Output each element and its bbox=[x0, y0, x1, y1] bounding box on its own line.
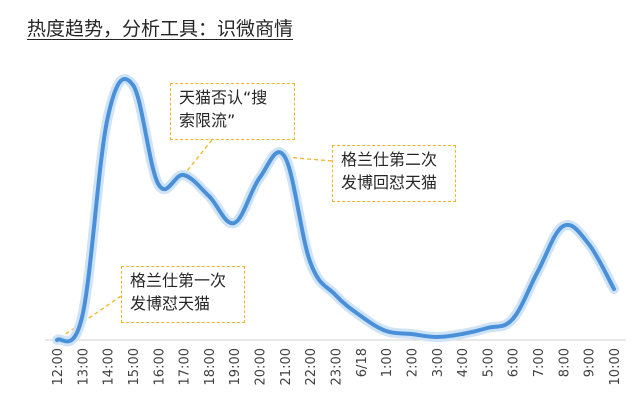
x-tick-label: 17:00 bbox=[178, 348, 193, 385]
x-tick-label: 9:00 bbox=[583, 348, 598, 377]
x-tick-label: 2:00 bbox=[405, 348, 420, 377]
x-tick-label: 8:00 bbox=[557, 348, 572, 377]
annotation-line: 发博回怼天猫 bbox=[341, 173, 438, 192]
annotation-connector bbox=[284, 156, 333, 162]
x-tick-label: 20:00 bbox=[254, 348, 269, 385]
x-tick-label: 6:00 bbox=[507, 348, 522, 377]
annotation-line: 格兰仕第一次 bbox=[130, 271, 227, 290]
x-tick-label: 23:00 bbox=[330, 348, 345, 385]
annotation-line: 索限流” bbox=[179, 111, 236, 130]
chart-title: 热度趋势，分析工具：识微商情 bbox=[27, 18, 294, 40]
annotation-connector bbox=[56, 295, 122, 341]
x-tick-label: 10:00 bbox=[608, 348, 623, 385]
x-tick-label: 22:00 bbox=[304, 348, 319, 385]
x-tick-label: 16:00 bbox=[152, 348, 167, 385]
x-tick-label: 15:00 bbox=[127, 348, 142, 385]
x-tick-label: 1:00 bbox=[380, 348, 395, 377]
x-tick-label: 13:00 bbox=[76, 348, 91, 385]
x-tick-label: 5:00 bbox=[481, 348, 496, 377]
annotation-line: 发博怼天猫 bbox=[130, 294, 211, 313]
series-line bbox=[55, 77, 616, 344]
x-tick-label: 7:00 bbox=[532, 348, 547, 377]
annotation-first-post: 格兰仕第一次 发博怼天猫 bbox=[121, 266, 245, 323]
x-tick-label: 14:00 bbox=[102, 348, 117, 385]
x-tick-label: 6/18 bbox=[355, 348, 370, 377]
x-tick-label: 18:00 bbox=[203, 348, 218, 385]
annotation-line: 天猫否认“搜 bbox=[179, 88, 268, 107]
annotation-second-post: 格兰仕第二次 发博回怼天猫 bbox=[332, 145, 456, 202]
x-tick-label: 12:00 bbox=[51, 348, 66, 385]
x-tick-label: 4:00 bbox=[456, 348, 471, 377]
x-tick-label: 3:00 bbox=[431, 348, 446, 377]
x-tick-label: 21:00 bbox=[279, 348, 294, 385]
annotation-line: 格兰仕第二次 bbox=[341, 150, 438, 169]
annotation-connector bbox=[183, 139, 213, 176]
annotation-tmall-denial: 天猫否认“搜 索限流” bbox=[170, 83, 295, 140]
x-tick-label: 19:00 bbox=[228, 348, 243, 385]
